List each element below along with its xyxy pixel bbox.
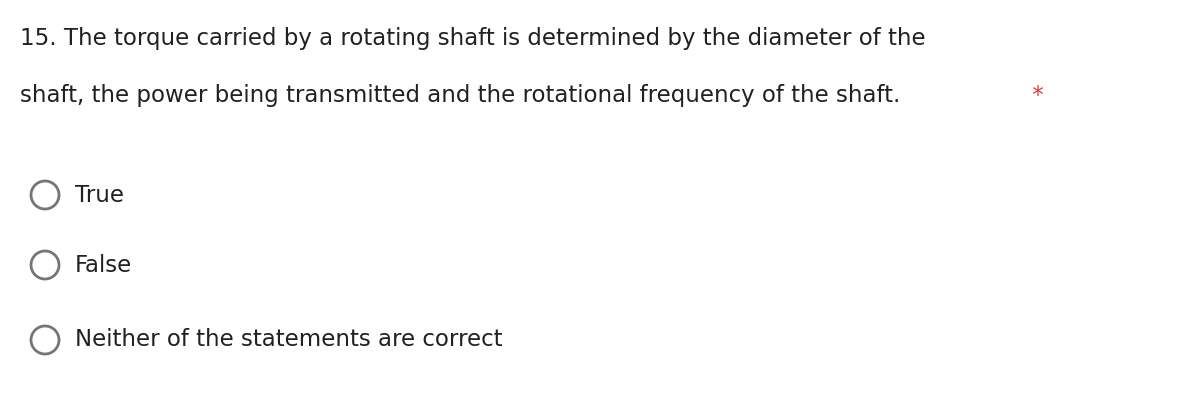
Text: 15. The torque carried by a rotating shaft is determined by the diameter of the: 15. The torque carried by a rotating sha… [20,26,925,49]
Text: shaft, the power being transmitted and the rotational frequency of the shaft.: shaft, the power being transmitted and t… [20,84,900,106]
Text: *: * [1025,84,1044,106]
Text: True: True [74,183,124,206]
Text: Neither of the statements are correct: Neither of the statements are correct [74,328,503,351]
Text: False: False [74,253,132,276]
